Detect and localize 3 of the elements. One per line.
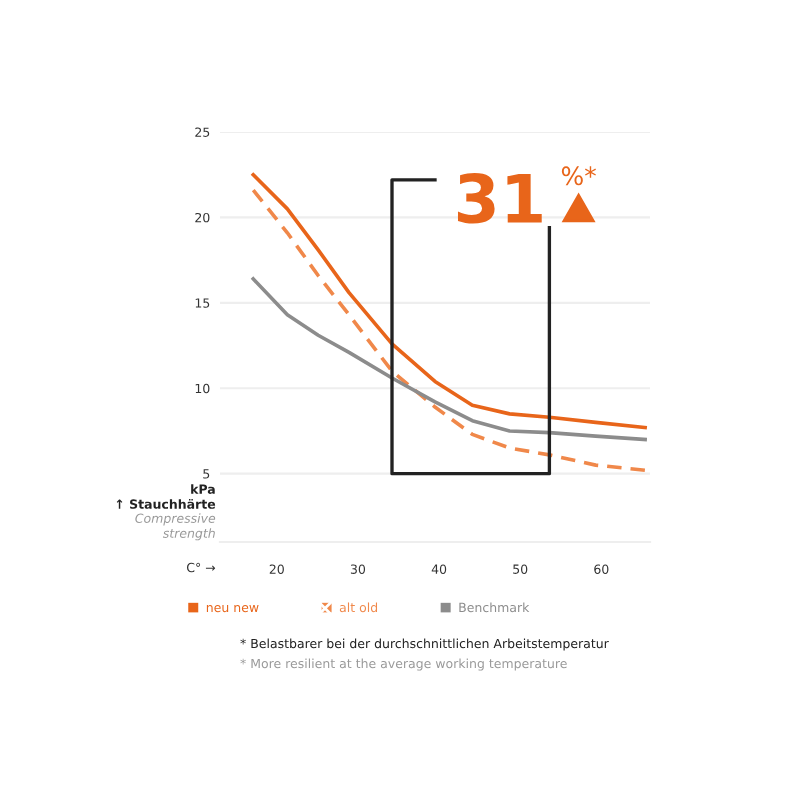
annotation: 31 <box>457 173 542 224</box>
line-series <box>251 277 647 442</box>
annotation: %* <box>561 166 596 186</box>
